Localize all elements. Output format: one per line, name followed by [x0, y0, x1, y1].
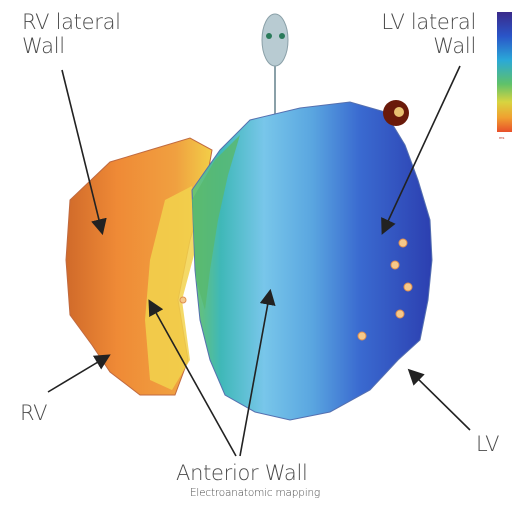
ablation-points — [179, 238, 413, 341]
lv-anterior-chamber — [191, 101, 433, 421]
caption: Electroanatomic mapping — [190, 487, 320, 499]
rv-label: RV — [20, 401, 48, 425]
lv-lateral-line1: LV lateral — [381, 10, 476, 34]
rv-lateral-line2: Wall — [22, 34, 65, 59]
annotation-arrows — [47, 65, 471, 457]
rv-arrow — [47, 354, 111, 393]
lv-lateral-wall-label: LV lateral Wall — [372, 10, 476, 58]
lv-label: LV — [476, 432, 500, 456]
septal-band — [145, 186, 198, 390]
green-zone — [192, 135, 240, 310]
anterior-wall-label: Anterior Wall — [176, 461, 308, 485]
rv-lateral-line1: RV lateral — [22, 10, 121, 34]
color-scale-bar — [497, 12, 512, 132]
lv-lateral-line2: Wall — [433, 34, 476, 59]
color-scale-label: ms — [499, 135, 505, 140]
lv-lateral-arrow — [381, 65, 461, 235]
rv-lateral-arrow — [61, 69, 107, 236]
anterior-arrow-right — [239, 288, 276, 457]
rv-lateral-wall-label: RV lateral Wall — [22, 10, 121, 58]
catheter — [261, 13, 289, 118]
anterior-arrow-left — [148, 299, 237, 457]
lv-arrow — [407, 368, 471, 431]
